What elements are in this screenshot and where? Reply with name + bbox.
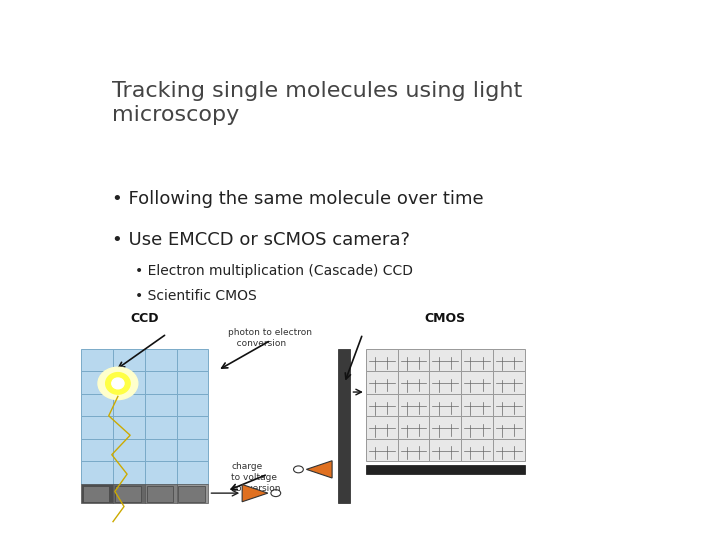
Bar: [113, 438, 145, 461]
Bar: [145, 461, 176, 484]
Bar: [176, 438, 209, 461]
Bar: [366, 416, 397, 438]
Bar: [366, 438, 397, 461]
Bar: [397, 394, 429, 416]
Ellipse shape: [112, 378, 124, 389]
Bar: [179, 486, 204, 502]
Bar: [145, 484, 176, 503]
Bar: [176, 372, 209, 394]
Bar: [145, 349, 176, 372]
Bar: [338, 349, 351, 503]
Bar: [113, 394, 145, 416]
Bar: [147, 486, 173, 502]
Bar: [397, 438, 429, 461]
Ellipse shape: [98, 367, 138, 400]
Bar: [366, 372, 397, 394]
Bar: [462, 416, 493, 438]
Bar: [429, 349, 462, 372]
Bar: [493, 438, 525, 461]
Text: CCD: CCD: [130, 312, 159, 325]
Bar: [493, 349, 525, 372]
Bar: [397, 416, 429, 438]
Bar: [113, 372, 145, 394]
Bar: [81, 372, 113, 394]
Bar: [145, 372, 176, 394]
Bar: [176, 394, 209, 416]
Text: CMOS: CMOS: [425, 312, 466, 325]
Bar: [462, 349, 493, 372]
Bar: [113, 461, 145, 484]
Bar: [145, 416, 176, 438]
Bar: [145, 438, 176, 461]
Bar: [113, 416, 145, 438]
Bar: [81, 394, 113, 416]
Bar: [176, 484, 209, 503]
Bar: [81, 349, 113, 372]
Bar: [397, 372, 429, 394]
Bar: [429, 438, 462, 461]
Bar: [366, 394, 397, 416]
Bar: [462, 394, 493, 416]
Bar: [462, 438, 493, 461]
Bar: [81, 484, 113, 503]
Bar: [83, 486, 109, 502]
Polygon shape: [307, 461, 332, 478]
Bar: [429, 416, 462, 438]
Ellipse shape: [106, 373, 130, 394]
Bar: [176, 416, 209, 438]
Bar: [113, 484, 145, 503]
Bar: [397, 349, 429, 372]
Text: • Following the same molecule over time: • Following the same molecule over time: [112, 190, 484, 207]
Text: • Scientific CMOS: • Scientific CMOS: [135, 289, 256, 303]
Text: charge
to voltage
conversion: charge to voltage conversion: [231, 462, 281, 493]
Bar: [429, 394, 462, 416]
Text: • Electron multiplication (Cascade) CCD: • Electron multiplication (Cascade) CCD: [135, 265, 413, 279]
Bar: [145, 394, 176, 416]
Bar: [113, 349, 145, 372]
Bar: [493, 394, 525, 416]
Bar: [115, 486, 141, 502]
Bar: [366, 349, 397, 372]
Bar: [366, 464, 525, 474]
Text: • Use EMCCD or sCMOS camera?: • Use EMCCD or sCMOS camera?: [112, 231, 410, 249]
Bar: [493, 372, 525, 394]
Bar: [81, 461, 113, 484]
Bar: [462, 372, 493, 394]
Polygon shape: [242, 484, 268, 502]
Bar: [493, 416, 525, 438]
Bar: [81, 438, 113, 461]
Bar: [429, 372, 462, 394]
Text: Tracking single molecules using light
microscopy: Tracking single molecules using light mi…: [112, 82, 523, 125]
Bar: [81, 416, 113, 438]
Text: photon to electron
   conversion: photon to electron conversion: [228, 328, 312, 348]
Bar: [176, 461, 209, 484]
Bar: [176, 349, 209, 372]
